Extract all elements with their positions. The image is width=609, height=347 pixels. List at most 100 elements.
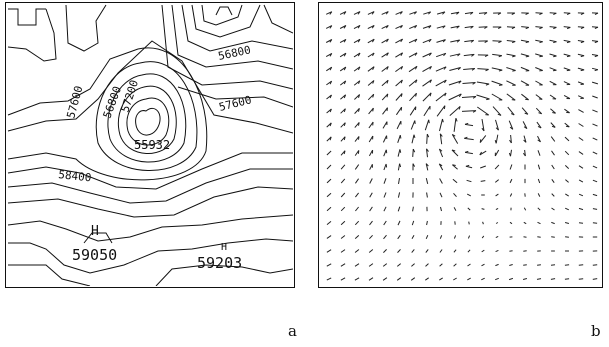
wind-vector-head (426, 148, 429, 152)
wind-vector-head (553, 12, 557, 16)
wind-vector-head (372, 94, 375, 98)
wind-vector (367, 52, 375, 58)
wind-vector (537, 193, 541, 197)
wind-vector (425, 163, 429, 171)
wind-vector (492, 53, 502, 57)
wind-vector-head (385, 163, 388, 168)
wind-vector (411, 234, 415, 240)
wind-vector-head (508, 152, 511, 157)
wind-vector (549, 39, 557, 43)
wind-vector-head (443, 52, 447, 57)
wind-vector (481, 208, 485, 210)
wind-vector (592, 123, 598, 127)
wind-vector (408, 38, 418, 44)
wind-vector (550, 108, 556, 114)
wind-vector-head (412, 148, 416, 153)
wind-vector-head (497, 113, 502, 116)
high-marker: H (91, 224, 99, 239)
wind-vector (409, 106, 417, 116)
wind-vector (506, 67, 516, 71)
wind-vector (382, 263, 388, 267)
wind-vector (592, 179, 598, 183)
wind-vector-head (386, 52, 389, 57)
wind-vector (592, 95, 598, 99)
wind-vector-head (465, 164, 470, 167)
wind-vector (508, 277, 514, 281)
wind-vector (564, 136, 570, 142)
wind-vector (523, 135, 527, 143)
wind-vector (354, 235, 360, 239)
wind-vector (395, 38, 403, 44)
wind-vector-head (442, 11, 446, 15)
wind-vector (450, 11, 460, 15)
wind-vector (453, 118, 457, 132)
contour-label: 57600 (64, 84, 85, 119)
wind-vector (383, 249, 387, 253)
wind-vector-head (400, 66, 404, 70)
wind-vector-head (553, 41, 557, 44)
wind-vector (396, 263, 402, 267)
wind-vector (354, 277, 360, 281)
wind-vector (339, 80, 347, 86)
wind-vector (410, 277, 416, 281)
wind-vector (326, 80, 332, 86)
contour-label: 57600 (218, 93, 253, 114)
wind-vector (450, 39, 460, 43)
wind-vector (535, 94, 543, 100)
wind-vector (563, 94, 571, 100)
wind-vector (578, 207, 584, 211)
wind-vector-head (413, 11, 417, 15)
wind-vector (435, 66, 447, 72)
wind-vector (397, 135, 401, 143)
wind-vector-head (329, 25, 333, 29)
wind-vector-head (371, 11, 375, 15)
wind-vector (522, 121, 528, 129)
wind-vector-head (485, 83, 490, 86)
high-value-label: 59050 (72, 246, 117, 264)
contour-line (8, 8, 46, 26)
contour-line (8, 264, 91, 286)
wind-vector (369, 178, 373, 184)
wind-vector (479, 150, 487, 156)
wind-vector (381, 24, 389, 30)
wind-vector (564, 278, 570, 280)
wind-vector-head (470, 11, 474, 15)
wind-vector-head (358, 122, 360, 126)
wind-vector-head (429, 92, 432, 97)
wind-vector (510, 134, 512, 144)
wind-vector-head (414, 25, 418, 29)
wind-vector-head (509, 139, 512, 144)
wind-vector-head (329, 108, 332, 113)
wind-vector-head (372, 80, 375, 84)
wind-vector (412, 149, 414, 157)
wind-vector (509, 193, 513, 197)
wind-vector-head (358, 108, 360, 112)
wind-vector-head (428, 25, 432, 29)
wind-vector-head (343, 52, 347, 57)
wind-vector (523, 264, 527, 266)
wind-vector-head (399, 163, 402, 168)
contour-label: 58400 (58, 168, 92, 184)
wind-vector (326, 235, 332, 239)
wind-vector (535, 39, 543, 43)
wind-vector-head (486, 98, 490, 101)
wind-vector (523, 207, 527, 211)
wind-vector (339, 11, 347, 15)
wind-vector (506, 80, 516, 86)
wind-vector (464, 123, 474, 127)
wind-vector (369, 234, 373, 240)
wind-vector-head (553, 55, 557, 58)
wind-vector (395, 65, 403, 73)
wind-vector (578, 137, 584, 141)
wind-vector (439, 277, 443, 281)
wind-vector-head (594, 26, 599, 30)
wind-vector-head (415, 93, 417, 97)
contour-line (7, 40, 293, 134)
wind-vector (326, 108, 332, 114)
wind-vector (563, 81, 571, 85)
wind-vector (509, 264, 513, 266)
wind-vector-head (413, 134, 416, 139)
wind-vector (478, 12, 488, 14)
wind-vector-head (415, 79, 418, 84)
wind-vector (453, 192, 457, 198)
